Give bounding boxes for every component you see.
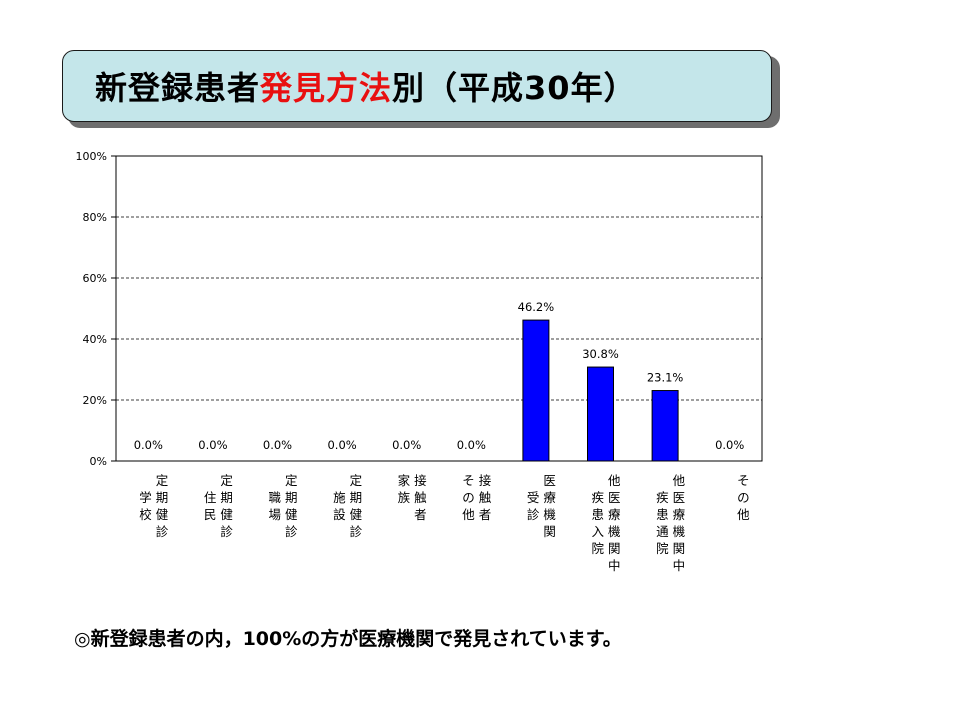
value-label: 0.0% xyxy=(327,438,356,452)
category-label: の xyxy=(737,490,754,505)
footer-note: ◎新登録患者の内，100%の方が医療機関で発見されています。 xyxy=(74,628,622,650)
category-label: 診 xyxy=(285,524,302,539)
category-label: 入機 xyxy=(591,524,624,539)
category-label: 職期 xyxy=(268,490,301,505)
y-tick-label: 20% xyxy=(83,394,107,407)
value-label: 0.0% xyxy=(134,438,163,452)
category-label: 院関 xyxy=(591,541,624,556)
y-tick-label: 100% xyxy=(76,150,107,163)
y-tick-label: 0% xyxy=(90,455,107,468)
title-part-2-accent: 発見方法 xyxy=(260,69,393,107)
category-label: 院関 xyxy=(656,541,689,556)
category-label: そ xyxy=(737,473,754,488)
title-part-3: 別（平成30年） xyxy=(392,69,637,107)
category-label: 定 xyxy=(220,473,237,488)
bar xyxy=(522,319,550,462)
category-label: 患療 xyxy=(656,507,689,522)
category-label: 民健 xyxy=(204,507,237,522)
value-label: 0.0% xyxy=(263,438,292,452)
value-label: 0.0% xyxy=(715,438,744,452)
category-label: 定 xyxy=(350,473,367,488)
category-label: 定 xyxy=(156,473,173,488)
category-label: 族触 xyxy=(398,490,431,505)
category-label: の触 xyxy=(462,490,495,505)
category-label: 定 xyxy=(285,473,302,488)
category-label: 関 xyxy=(543,524,560,539)
bar xyxy=(651,390,679,462)
category-label: 疾医 xyxy=(591,490,624,505)
category-label: 設健 xyxy=(333,507,366,522)
category-label: 他 xyxy=(673,473,690,488)
category-label: 診 xyxy=(156,524,173,539)
category-label: 患療 xyxy=(591,507,624,522)
category-label: 中 xyxy=(673,558,690,573)
category-label: 施期 xyxy=(333,490,366,505)
value-label: 0.0% xyxy=(392,438,421,452)
category-label: 他 xyxy=(737,507,754,522)
y-tick-label: 80% xyxy=(83,211,107,224)
category-label: 場健 xyxy=(268,507,301,522)
category-label: 他 xyxy=(608,473,625,488)
category-label: 受療 xyxy=(527,490,560,505)
category-label: 通機 xyxy=(656,524,689,539)
category-label: 校健 xyxy=(139,507,172,522)
category-label: 家接 xyxy=(398,473,431,488)
value-label: 30.8% xyxy=(582,347,619,361)
title-part-1: 新登録患者 xyxy=(95,69,261,107)
value-label: 46.2% xyxy=(518,300,555,314)
value-label: 23.1% xyxy=(647,371,684,385)
value-label: 0.0% xyxy=(457,438,486,452)
y-tick-label: 60% xyxy=(83,272,107,285)
page-title: 新登録患者 発見方法 別（平成30年） xyxy=(62,50,772,122)
value-label: 0.0% xyxy=(198,438,227,452)
category-label: 住期 xyxy=(204,490,237,505)
y-tick-label: 40% xyxy=(83,333,107,346)
category-label: 学期 xyxy=(139,490,172,505)
category-label: 者 xyxy=(414,507,431,522)
category-label: 診 xyxy=(350,524,367,539)
category-label: 医 xyxy=(543,473,560,488)
category-label: 中 xyxy=(608,558,625,573)
category-label: そ接 xyxy=(462,473,495,488)
category-label: 他者 xyxy=(462,507,495,522)
category-label: 疾医 xyxy=(656,490,689,505)
category-label: 診機 xyxy=(527,507,560,522)
bar xyxy=(587,366,614,462)
category-label: 診 xyxy=(220,524,237,539)
